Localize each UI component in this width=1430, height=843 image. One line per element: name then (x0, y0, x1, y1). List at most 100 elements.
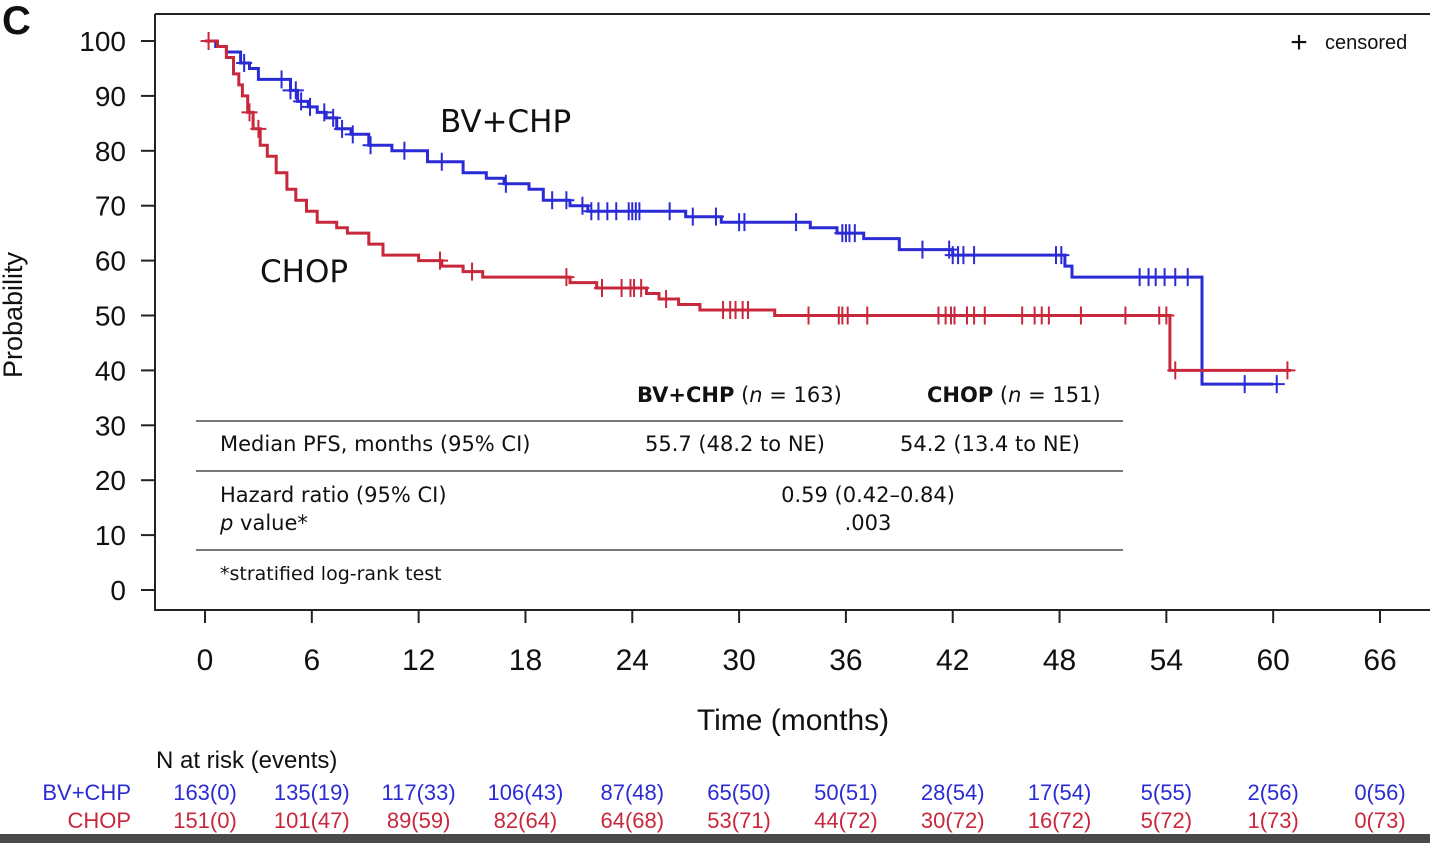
censor-mark (273, 70, 290, 89)
at-risk-value: 0(73) (1354, 808, 1405, 833)
censored-label: censored (1325, 32, 1407, 54)
censor-mark (200, 32, 217, 50)
survival-curves (200, 32, 1296, 394)
censor-mark (1117, 306, 1134, 325)
censor-mark (914, 240, 931, 259)
at-risk-value: 87(48) (600, 780, 664, 805)
censor-mark (334, 119, 351, 138)
y-tick-label: 80 (95, 136, 126, 167)
censor-mark (631, 202, 648, 221)
median-pfs-chop: 54.2 (13.4 to NE) (900, 432, 1080, 456)
at-risk-value: 117(33) (382, 780, 456, 805)
censor-mark (684, 207, 701, 226)
series-label-bvchp: BV+CHP (440, 104, 571, 140)
censor-mark (432, 251, 448, 270)
censor-mark (293, 92, 310, 111)
y-tick-label: 10 (95, 520, 126, 551)
x-tick-label: 18 (509, 644, 542, 677)
km-curve-bvchp (205, 39, 1274, 386)
censor-mark (966, 246, 983, 265)
bottom-edge-bar (0, 834, 1430, 843)
censor-mark (1167, 361, 1184, 380)
x-tick-label: 60 (1256, 644, 1289, 677)
censor-mark (1236, 375, 1253, 394)
at-risk-value: 106(43) (488, 780, 564, 805)
censor-mark (325, 108, 342, 127)
y-tick-label: 20 (95, 465, 126, 496)
at-risk-value: 17(54) (1028, 780, 1092, 805)
km-curve-chop (205, 39, 1291, 372)
x-tick-label: 42 (936, 644, 969, 677)
censored-symbol: + (1290, 26, 1308, 59)
censor-mark (788, 213, 805, 232)
censor-mark (846, 224, 863, 243)
at-risk-value: 44(72) (814, 808, 878, 833)
censor-mark (544, 191, 561, 210)
hazard-ratio-value: 0.59 (0.42–0.84) (781, 483, 955, 507)
at-risk-value: 30(72) (921, 808, 985, 833)
y-axis-label: Probability (0, 251, 28, 378)
censor-mark (236, 53, 253, 72)
p-value: .003 (845, 511, 892, 535)
censor-mark (558, 191, 575, 210)
censor-mark (464, 262, 481, 281)
censor-mark (859, 306, 876, 325)
median-pfs-label: Median PFS, months (95% CI) (220, 432, 530, 456)
at-risk-value: 5(72) (1141, 808, 1192, 833)
x-tick-label: 30 (722, 644, 755, 677)
at-risk-value: 163(0) (173, 780, 237, 805)
at-risk-value: 89(59) (387, 808, 451, 833)
censor-mark (739, 301, 756, 320)
censor-mark (633, 279, 650, 298)
censor-mark (800, 306, 817, 325)
censor-mark (316, 103, 333, 122)
censor-mark (658, 290, 675, 309)
at-risk-title: N at risk (events) (156, 747, 337, 774)
y-tick-label: 30 (95, 410, 126, 441)
at-risk-value: 135(19) (274, 780, 350, 805)
at-risk-row-label: CHOP (67, 808, 131, 833)
at-risk-value: 2(56) (1248, 780, 1299, 805)
at-risk-row-label: BV+CHP (42, 780, 131, 805)
censor-mark (497, 174, 514, 193)
at-risk-value: 64(68) (600, 808, 664, 833)
table-header-bvchp: BV+CHP (n = 163) (637, 383, 842, 407)
censor-mark (574, 196, 591, 215)
table-footnote: *stratified log-rank test (220, 563, 442, 585)
x-tick-label: 54 (1150, 644, 1183, 677)
inset-table: BV+CHP (n = 163) CHOP (n = 151) Median P… (196, 383, 1123, 585)
censor-mark (661, 202, 678, 221)
x-tick-label: 48 (1043, 644, 1076, 677)
at-risk-table: BV+CHP 163(0) 135(19) 117(33) 106(43) 87(48) 6… (42, 780, 1405, 833)
series-label-chop: CHOP (260, 254, 348, 290)
at-risk-value: 53(71) (707, 808, 771, 833)
median-pfs-bvchp: 55.7 (48.2 to NE) (645, 432, 825, 456)
x-axis: 0 6 12 18 24 30 36 42 48 54 60 66 (197, 610, 1397, 677)
at-risk-value: 151(0) (173, 808, 237, 833)
at-risk-value: 5(55) (1141, 780, 1192, 805)
censor-mark (1040, 306, 1057, 325)
censor-mark (302, 97, 319, 116)
at-risk-value: 82(64) (494, 808, 558, 833)
y-tick-label: 60 (95, 246, 126, 277)
at-risk-value: 101(47) (274, 808, 350, 833)
at-risk-value: 0(56) (1354, 780, 1405, 805)
axes-frame (154, 14, 1430, 611)
y-tick-label: 70 (95, 191, 126, 222)
censor-mark (707, 207, 724, 226)
censor-mark (594, 279, 611, 298)
censor-mark (1179, 268, 1196, 287)
at-risk-value: 1(73) (1248, 808, 1299, 833)
y-tick-label: 100 (79, 26, 126, 57)
x-tick-label: 0 (197, 644, 214, 677)
at-risk-value: 50(51) (814, 780, 878, 805)
y-tick-label: 50 (95, 301, 126, 332)
x-tick-label: 66 (1363, 644, 1396, 677)
y-axis: 0 10 20 30 40 50 60 70 80 90 100 (79, 26, 155, 606)
hazard-ratio-label: Hazard ratio (95% CI) (220, 483, 447, 507)
legend: + censored (1290, 26, 1407, 59)
censor-mark (1053, 246, 1070, 265)
censor-mark (433, 152, 450, 171)
censor-mark (287, 81, 304, 100)
